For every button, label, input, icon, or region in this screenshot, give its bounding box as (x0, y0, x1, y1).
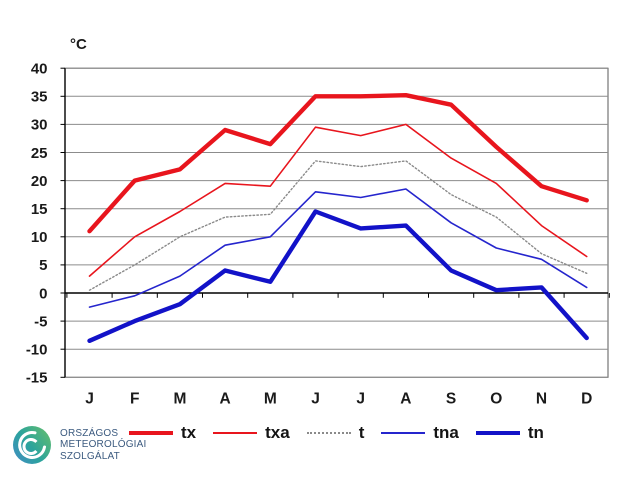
logo-text-line3: SZOLGÁLAT (60, 450, 120, 462)
series-line-t (88, 160, 588, 291)
legend-label-tna: tna (433, 423, 459, 442)
y-tick-label: -5 (34, 313, 47, 330)
y-tick-label: 20 (31, 173, 48, 190)
legend-item-tx: tx (129, 423, 196, 443)
plot-border (64, 67, 609, 378)
y-tick-label: 35 (31, 89, 48, 106)
omsz-swirl-icon (13, 426, 51, 464)
legend-line-sample-tn (475, 430, 520, 436)
logo-text-line2: METEOROLÓGIAI (60, 439, 147, 451)
legend-line-sample-tx (129, 430, 173, 436)
y-tick-label: 15 (31, 201, 48, 218)
month-label: O (490, 391, 502, 408)
logo-text-line1: ORSZÁGOS (60, 427, 119, 439)
y-tick-label: 30 (31, 117, 48, 134)
legend-line-sample-t (306, 432, 351, 434)
y-tick-label: 40 (31, 61, 48, 78)
chart-legend: tx txa t tna tn (129, 422, 561, 444)
series-line-tx (87, 92, 589, 234)
month-label: S (446, 391, 456, 408)
legend-item-txa: txa (213, 423, 290, 443)
legend-label-tn: tn (527, 423, 544, 442)
month-label: J (85, 391, 94, 408)
legend-item-t: t (306, 423, 365, 443)
legend-item-tna: tna (381, 423, 459, 443)
y-tick-label: 0 (39, 285, 47, 302)
y-tick-label: 25 (31, 145, 48, 162)
series-line-tn (87, 209, 589, 343)
month-label: A (219, 391, 230, 408)
month-label: M (264, 391, 277, 408)
omsz-logo: ORSZÁGOS METEOROLÓGIAI SZOLGÁLAT (10, 423, 147, 467)
legend-item-tn: tn (475, 423, 544, 443)
y-tick-label: -10 (26, 342, 48, 359)
y-tick-label: 5 (39, 257, 47, 274)
month-label: J (356, 391, 365, 408)
y-tick-label: -15 (26, 370, 48, 387)
legend-line-sample-tna (381, 432, 426, 434)
month-label: N (536, 391, 547, 408)
month-label: D (581, 391, 592, 408)
legend-line-sample-txa (213, 432, 258, 434)
month-label: M (173, 391, 186, 408)
legend-label-t: t (358, 423, 365, 442)
month-label: A (400, 391, 411, 408)
y-axis-unit-label: °C (70, 36, 87, 53)
y-tick-label: 10 (31, 229, 48, 246)
month-label: F (130, 391, 139, 408)
legend-label-txa: txa (265, 423, 290, 442)
month-label: J (311, 391, 320, 408)
series-line-txa (88, 123, 588, 277)
series-line-tna (88, 188, 588, 308)
legend-label-tx: tx (181, 423, 197, 442)
